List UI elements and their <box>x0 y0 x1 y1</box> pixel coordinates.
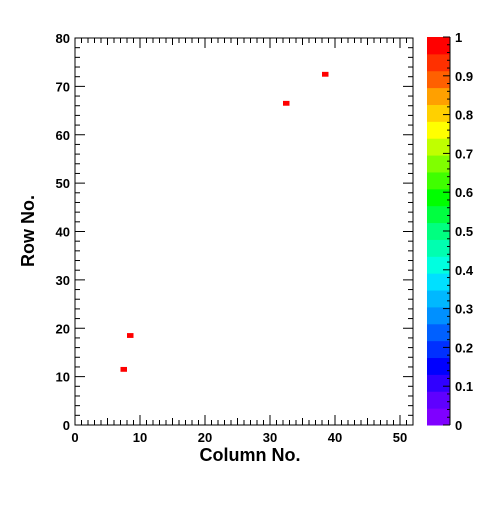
x-tick-label: 0 <box>71 430 78 445</box>
colorbar-tick-label: 1 <box>455 30 462 45</box>
y-tick-label: 50 <box>56 176 70 191</box>
colorbar-segment <box>427 290 450 308</box>
colorbar-segment <box>427 70 450 89</box>
y-tick-label: 40 <box>56 225 70 240</box>
x-tick-label: 50 <box>393 430 407 445</box>
colorbar-tick-label: 0.8 <box>455 108 473 123</box>
y-tick-label: 20 <box>56 321 70 336</box>
colorbar-tick-label: 0 <box>455 418 462 433</box>
heatmap-cell <box>127 333 134 338</box>
y-axis: 0 10 20 30 40 50 60 70 80 <box>56 31 413 433</box>
x-tick-label: 30 <box>263 430 277 445</box>
colorbar-tick-label: 0.5 <box>455 224 473 239</box>
colorbar-tick-label: 0.3 <box>455 302 473 317</box>
y-tick-label: 0 <box>63 418 70 433</box>
colorbar-segment <box>427 87 450 105</box>
y-tick-label: 70 <box>56 79 70 94</box>
y-tick-label: 30 <box>56 273 70 288</box>
y-tick-label: 60 <box>56 128 70 143</box>
colorbar-segment <box>427 155 450 173</box>
plot-frame <box>74 37 414 426</box>
y-tick-label: 80 <box>56 31 70 46</box>
heatmap-cell <box>120 366 127 372</box>
heatmap-cell <box>322 71 329 77</box>
heatmap-cell <box>283 100 290 106</box>
colorbar-segment <box>427 323 450 342</box>
colorbar-segment <box>427 256 450 274</box>
colorbar-segment <box>427 408 450 426</box>
x-axis: 0 10 20 30 40 50 <box>71 38 414 445</box>
colorbar <box>427 37 451 426</box>
colorbar-segment <box>427 205 450 224</box>
colorbar-segment <box>427 37 450 55</box>
colorbar-tick-label: 0.4 <box>455 263 474 278</box>
y-axis-title: Row No. <box>18 195 38 267</box>
x-axis-title: Column No. <box>200 445 301 465</box>
colorbar-segment <box>427 188 450 207</box>
colorbar-tick-label: 0.7 <box>455 146 473 161</box>
colorbar-segment <box>427 273 450 291</box>
cells-layer <box>120 71 329 372</box>
colorbar-segment <box>427 306 450 325</box>
colorbar-segment <box>427 391 450 409</box>
y-tick-label: 10 <box>56 370 70 385</box>
colorbar-segment <box>427 121 450 139</box>
colorbar-tick-label: 0.6 <box>455 185 473 200</box>
colorbar-segment <box>427 239 450 257</box>
x-tick-label: 40 <box>328 430 342 445</box>
colorbar-segment <box>427 357 450 375</box>
colorbar-segment <box>427 222 450 240</box>
colorbar-segment <box>427 53 450 72</box>
colorbar-segment <box>427 171 450 190</box>
colorbar-segment <box>427 374 450 392</box>
colorbar-segment <box>427 138 450 156</box>
colorbar-tick-label: 0.1 <box>455 379 473 394</box>
colorbar-tick-label: 0.9 <box>455 69 473 84</box>
colorbar-segment <box>427 104 450 122</box>
colorbar-segment <box>427 340 450 359</box>
x-tick-label: 20 <box>198 430 212 445</box>
colorbar-axis: 0 0.1 0.2 0.3 0.4 0.5 0.6 0.7 0.8 0.9 1 <box>443 30 474 433</box>
colorbar-tick-label: 0.2 <box>455 340 473 355</box>
x-tick-label: 10 <box>133 430 147 445</box>
